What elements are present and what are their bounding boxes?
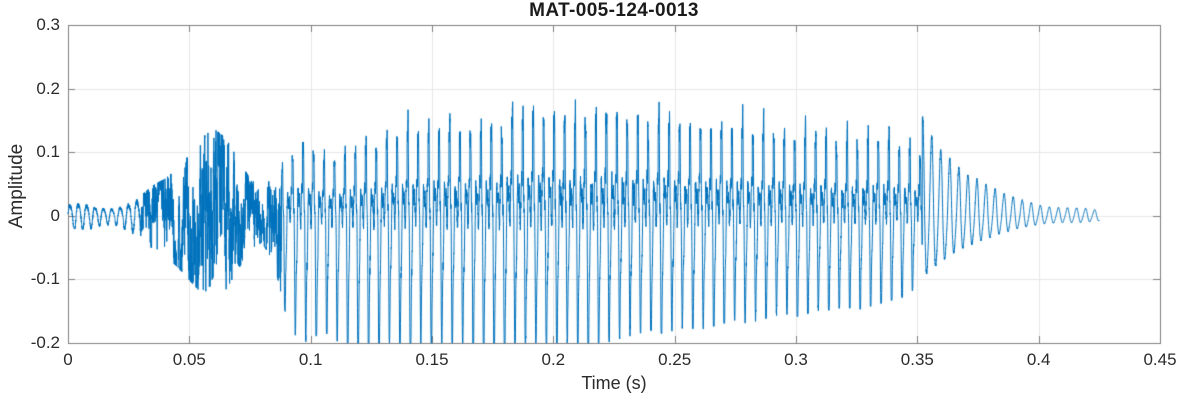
x-tick-label: 0.05 <box>172 350 206 369</box>
y-tick-label: 0.2 <box>36 78 60 98</box>
x-tick-label: 0.15 <box>415 350 449 369</box>
x-tick-label: 0.25 <box>658 350 692 369</box>
x-tick-label: 0 <box>63 350 73 369</box>
y-tick-label: 0 <box>50 205 60 225</box>
x-axis-label: Time (s) <box>581 373 647 393</box>
x-tick-label: 0.2 <box>541 350 566 369</box>
x-tick-label: 0.35 <box>900 350 934 369</box>
y-tick-label: -0.2 <box>30 333 60 352</box>
plot-title: MAT-005-124-0013 <box>529 0 699 21</box>
y-tick-label: 0.3 <box>36 15 60 34</box>
x-tick-label: 0.1 <box>298 350 323 369</box>
x-tick-label: 0.4 <box>1026 350 1051 369</box>
x-tick-label: 0.3 <box>784 350 808 369</box>
y-tick-label: -0.1 <box>30 269 60 289</box>
x-tick-label: 0.45 <box>1143 350 1177 369</box>
y-tick-label: 0.1 <box>36 142 60 162</box>
